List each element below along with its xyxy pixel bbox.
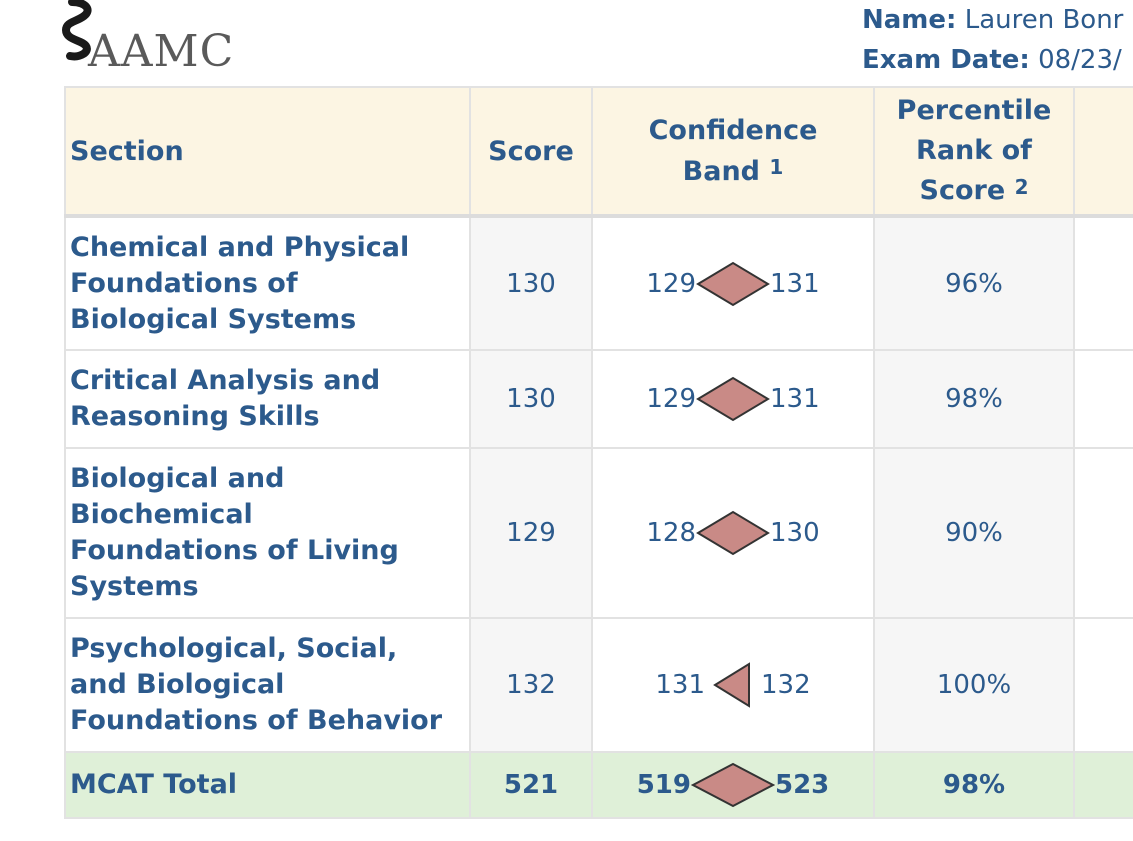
band-high: 130: [770, 518, 820, 548]
logo-text: AAMC: [88, 26, 235, 77]
diamond-marker-icon: [691, 762, 775, 808]
footnote-2: 2: [1014, 175, 1029, 199]
table-row: Chemical and Physical Foundations of Bio…: [64, 215, 1133, 351]
exam-date-row: Exam Date: 08/23/: [862, 44, 1123, 84]
confidence-band: 129 131: [591, 215, 875, 351]
extra-cell: [1073, 617, 1133, 753]
total-percentile: 98%: [873, 751, 1075, 819]
diamond-marker-icon: [696, 510, 770, 556]
band-header-line2: Band: [682, 156, 761, 187]
section-line: Psychological, Social,: [70, 633, 398, 664]
band-low: 129: [646, 384, 696, 414]
section-line: Biological Systems: [70, 303, 357, 335]
name-value: Lauren Bonr: [964, 5, 1124, 35]
pct-header-line2: Rank of: [916, 135, 1032, 166]
percentile-value: 98%: [873, 349, 1075, 449]
pct-header-line3: Score: [919, 175, 1006, 206]
percentile-value: 100%: [873, 617, 1075, 753]
section-name: Biological and Biochemical Foundations o…: [64, 447, 471, 619]
band-low: 519: [636, 770, 691, 800]
table-header-row: Section Score Confidence Band 1 Percenti…: [64, 86, 1133, 218]
aamc-logo: AAMC: [62, 0, 262, 80]
band-header-line1: Confidence: [648, 115, 818, 146]
band-high: 523: [775, 770, 830, 800]
exam-date-value: 08/23/: [1038, 45, 1122, 75]
left-triangle-marker-icon: [713, 662, 750, 708]
section-line: and Biological: [70, 669, 285, 700]
percentile-value: 96%: [873, 215, 1075, 351]
confidence-band: 129 131: [591, 349, 875, 449]
confidence-band: 131 132: [591, 617, 875, 753]
total-score: 521: [469, 751, 593, 819]
percentile-value: 90%: [873, 447, 1075, 619]
col-header-extra: [1073, 86, 1133, 218]
score-table: Section Score Confidence Band 1 Percenti…: [64, 86, 1133, 819]
col-header-section: Section: [64, 86, 471, 218]
section-line: Biological and: [70, 463, 285, 494]
exam-date-label: Exam Date:: [862, 45, 1030, 75]
candidate-info: Name: Lauren Bonr Exam Date: 08/23/: [862, 4, 1123, 84]
extra-cell: [1073, 751, 1133, 819]
score-value: 129: [469, 447, 593, 619]
section-line: Biochemical: [70, 499, 253, 530]
section-line: Critical Analysis and: [70, 365, 381, 396]
band-high: 132: [761, 670, 811, 700]
col-header-confidence-band: Confidence Band 1: [591, 86, 875, 218]
total-label: MCAT Total: [64, 751, 471, 819]
total-row: MCAT Total 521 519 523 98%: [64, 751, 1133, 819]
section-name: Critical Analysis and Reasoning Skills: [64, 349, 471, 449]
section-name: Chemical and Physical Foundations of Bio…: [64, 215, 471, 351]
total-confidence-band: 519 523: [591, 751, 875, 819]
diamond-marker-icon: [696, 261, 770, 306]
section-line: Foundations of Behavior: [70, 705, 443, 736]
col-header-score: Score: [469, 86, 593, 218]
col-header-percentile: Percentile Rank of Score 2: [873, 86, 1075, 218]
extra-cell: [1073, 215, 1133, 351]
band-high: 131: [770, 268, 820, 299]
pct-header-line1: Percentile: [896, 95, 1052, 126]
band-low: 129: [646, 268, 696, 299]
section-line: Systems: [70, 571, 199, 602]
extra-cell: [1073, 447, 1133, 619]
section-name: Psychological, Social, and Biological Fo…: [64, 617, 471, 753]
band-low: 128: [646, 518, 696, 548]
table-row: Critical Analysis and Reasoning Skills 1…: [64, 349, 1133, 449]
diamond-marker-icon: [696, 376, 770, 422]
section-line: Chemical and Physical: [70, 231, 410, 263]
name-row: Name: Lauren Bonr: [862, 4, 1123, 44]
footnote-1: 1: [769, 155, 784, 179]
name-label: Name:: [862, 5, 957, 35]
section-line: Foundations of Living: [70, 535, 399, 566]
caduceus-icon: [62, 0, 92, 61]
section-line: Foundations of: [70, 267, 298, 299]
table-row: Biological and Biochemical Foundations o…: [64, 447, 1133, 619]
score-value: 130: [469, 215, 593, 351]
score-value: 132: [469, 617, 593, 753]
score-value: 130: [469, 349, 593, 449]
band-low: 131: [655, 670, 705, 700]
band-high: 131: [770, 384, 820, 414]
table-row: Psychological, Social, and Biological Fo…: [64, 617, 1133, 753]
extra-cell: [1073, 349, 1133, 449]
confidence-band: 128 130: [591, 447, 875, 619]
section-line: Reasoning Skills: [70, 401, 320, 432]
